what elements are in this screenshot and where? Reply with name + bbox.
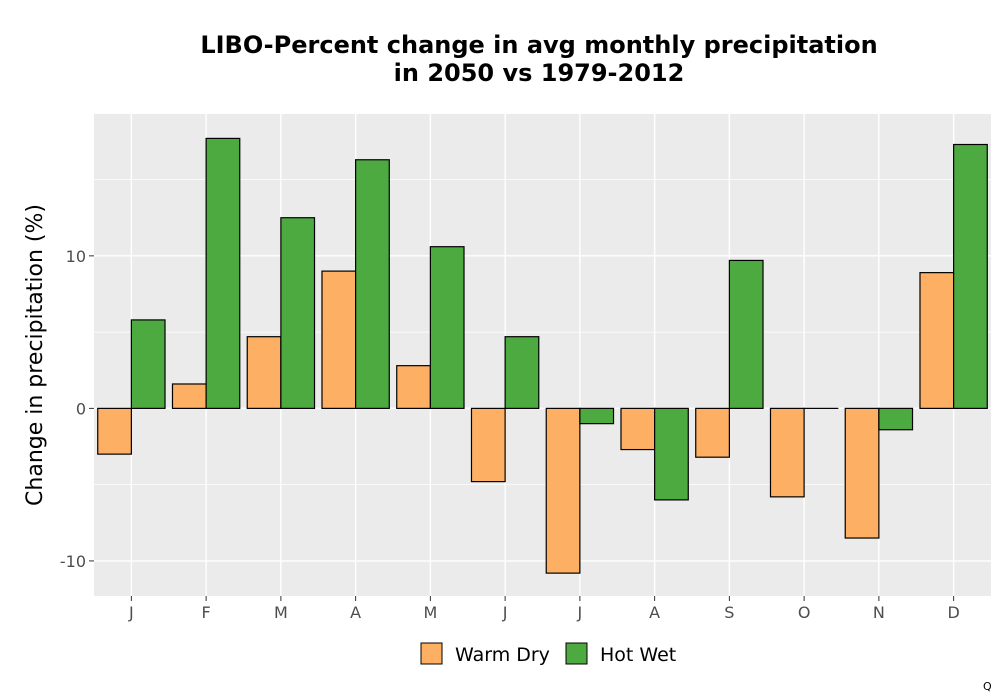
x-tick-label: J bbox=[577, 603, 583, 622]
legend-label-hot-wet: Hot Wet bbox=[600, 644, 676, 666]
x-tick-label: J bbox=[502, 603, 508, 622]
bar-hot-wet bbox=[728, 259, 764, 409]
corner-mark: Q bbox=[983, 680, 992, 693]
x-tick-label: M bbox=[423, 603, 437, 622]
bar-hot-wet bbox=[953, 143, 988, 409]
x-tick-label: N bbox=[873, 603, 885, 622]
bar-hot-wet bbox=[504, 336, 540, 409]
bar-warm-dry bbox=[844, 407, 880, 539]
x-tick-label: J bbox=[128, 603, 134, 622]
bar-warm-dry bbox=[246, 336, 282, 409]
bar-hot-wet bbox=[878, 407, 914, 431]
bar-hot-wet bbox=[579, 407, 615, 425]
x-tick-label: S bbox=[724, 603, 734, 622]
x-tick-label: D bbox=[947, 603, 959, 622]
bar-warm-dry bbox=[470, 407, 506, 483]
y-axis: -10 0 10 bbox=[60, 247, 94, 571]
legend-key-warm-dry bbox=[420, 642, 443, 665]
x-tick-label: A bbox=[350, 603, 361, 622]
x-tick-label: M bbox=[274, 603, 288, 622]
bar-warm-dry bbox=[695, 407, 730, 458]
chart-title-line-2: in 2050 vs 1979-2012 bbox=[394, 59, 685, 87]
legend-label-warm-dry: Warm Dry bbox=[455, 644, 550, 666]
bar-warm-dry bbox=[171, 383, 207, 409]
y-tick-label: 10 bbox=[66, 247, 86, 266]
bar-warm-dry bbox=[97, 407, 132, 455]
bar-warm-dry bbox=[396, 365, 431, 409]
bar-hot-wet bbox=[355, 159, 390, 409]
y-axis-title: Change in precipitation (%) bbox=[23, 204, 48, 506]
y-tick-label: 0 bbox=[76, 399, 86, 418]
x-tick-label: O bbox=[798, 603, 811, 622]
chart-title-line-1: LIBO-Percent change in avg monthly preci… bbox=[200, 31, 877, 59]
bar-warm-dry bbox=[919, 272, 955, 409]
legend: Warm Dry Hot Wet bbox=[420, 642, 676, 666]
bar-hot-wet bbox=[654, 407, 689, 501]
y-tick-label: -10 bbox=[60, 552, 86, 571]
bar-hot-wet bbox=[429, 246, 465, 409]
bar-warm-dry bbox=[620, 407, 656, 451]
bar-warm-dry bbox=[545, 407, 581, 574]
bar-hot-wet bbox=[205, 137, 241, 409]
bar-warm-dry bbox=[321, 270, 357, 409]
x-tick-label: A bbox=[649, 603, 660, 622]
x-tick-label: F bbox=[202, 603, 211, 622]
legend-key-hot-wet bbox=[565, 642, 588, 665]
bar-hot-wet bbox=[280, 217, 316, 409]
plot-panel bbox=[94, 114, 991, 596]
bar-hot-wet bbox=[130, 319, 166, 409]
bars bbox=[97, 137, 988, 574]
bar-warm-dry bbox=[769, 407, 805, 498]
